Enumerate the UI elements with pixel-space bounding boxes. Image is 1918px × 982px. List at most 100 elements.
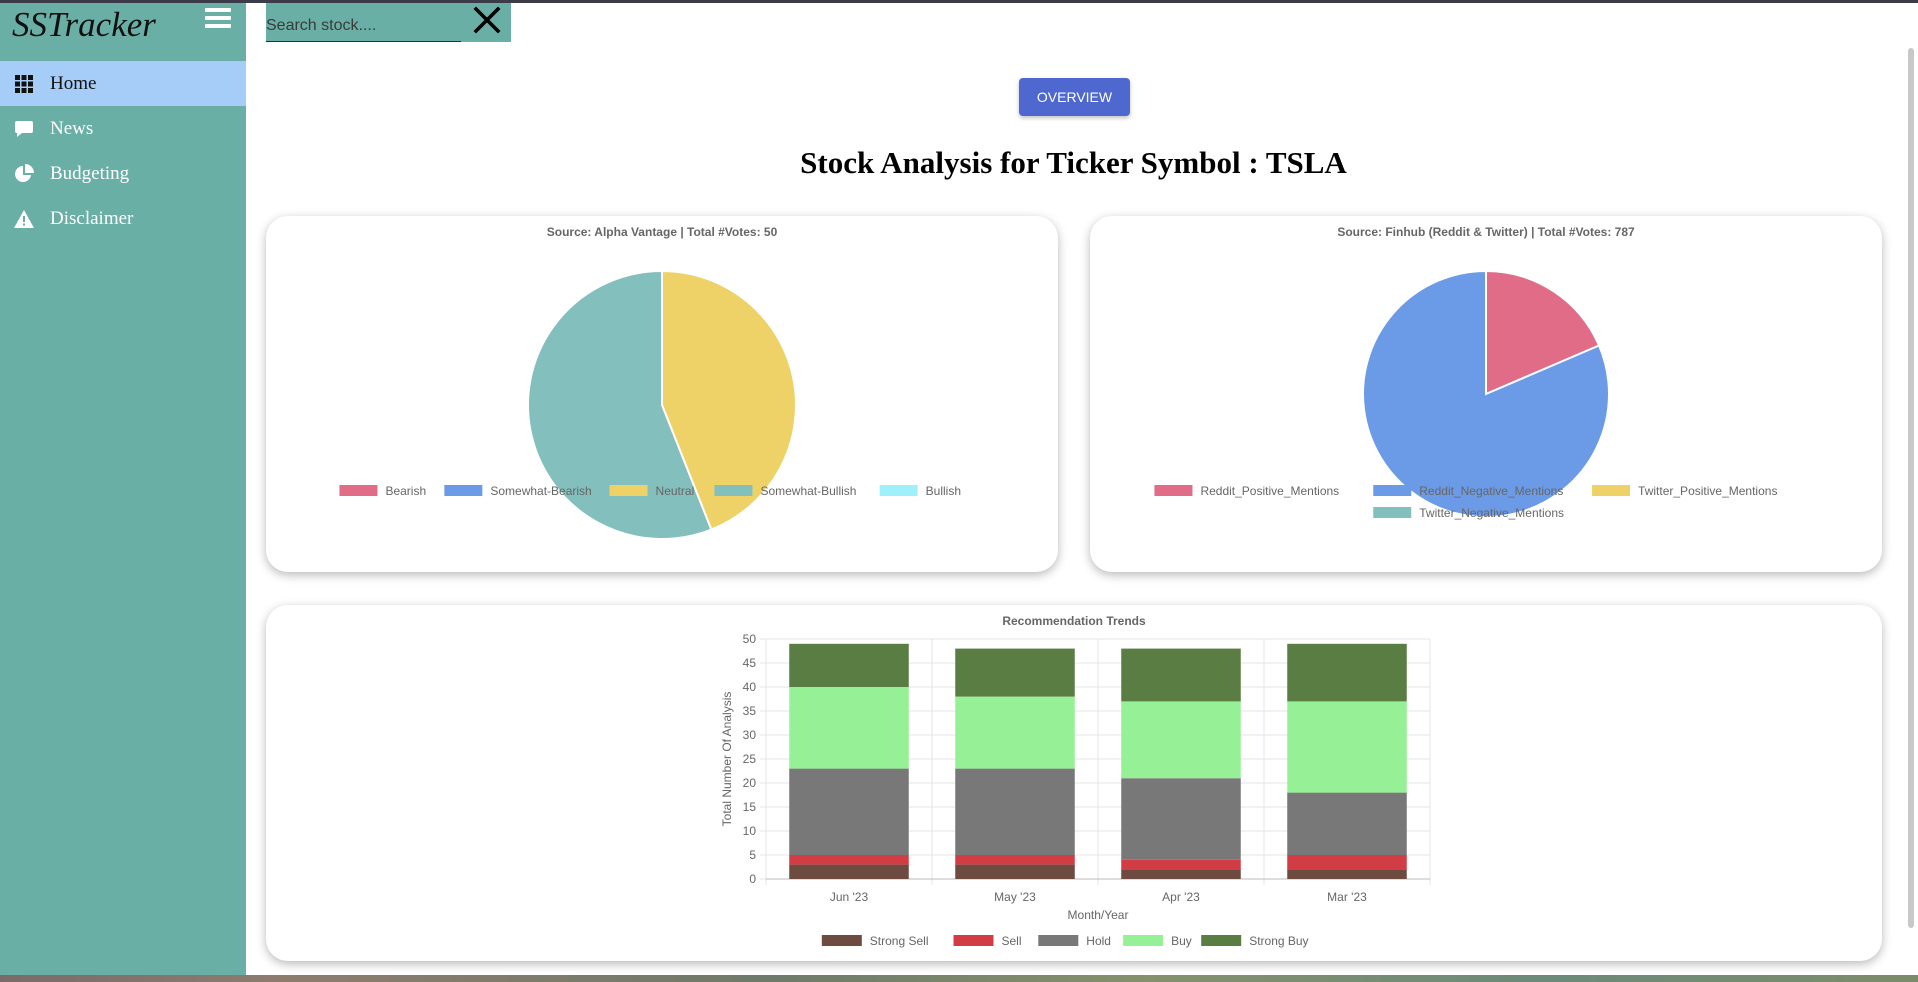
grid-icon bbox=[14, 74, 34, 94]
legend-swatch bbox=[1201, 935, 1242, 946]
sidebar-nav: Home News Budgeting Disclaimer bbox=[0, 61, 246, 241]
y-tick-label: 45 bbox=[743, 656, 757, 670]
bar-segment-sell bbox=[955, 855, 1075, 865]
pie-slice-reddit_positive_mentions bbox=[1485, 269, 1601, 396]
chart-title: Source: Alpha Vantage | Total #Votes: 50 bbox=[547, 225, 778, 239]
bar-segment-sell bbox=[1287, 855, 1407, 870]
pie-slice-reddit_negative_mentions bbox=[1362, 269, 1610, 518]
taskbar-strip bbox=[0, 975, 1918, 982]
bar-segment-hold bbox=[955, 768, 1075, 855]
y-tick-label: 0 bbox=[749, 872, 756, 886]
legend-label: Somewhat-Bearish bbox=[490, 484, 591, 498]
legend-label: Buy bbox=[1171, 934, 1192, 948]
legend-swatch bbox=[821, 935, 862, 946]
sidebar-item-disclaimer[interactable]: Disclaimer bbox=[0, 196, 246, 241]
y-axis-title: Total Number Of Analysis bbox=[720, 692, 734, 827]
legend-label: Sell bbox=[1002, 934, 1022, 948]
legend-swatch bbox=[1592, 485, 1631, 496]
brand-logo[interactable]: SSTracker bbox=[12, 5, 156, 44]
page-title: Stock Analysis for Ticker Symbol : TSLA bbox=[800, 145, 1347, 180]
legend-label: Somewhat-Bullish bbox=[760, 484, 856, 498]
y-tick-label: 50 bbox=[743, 632, 757, 646]
page-scrollbar[interactable] bbox=[1904, 3, 1918, 975]
sidebar-item-label: Home bbox=[50, 72, 97, 94]
sidebar-item-news[interactable]: News bbox=[0, 106, 246, 151]
bar-segment-strong-sell bbox=[789, 864, 909, 879]
y-tick-label: 40 bbox=[743, 680, 757, 694]
hamburger-menu-icon[interactable] bbox=[205, 8, 231, 32]
x-tick-label: Mar '23 bbox=[1327, 890, 1367, 904]
legend-swatch bbox=[1373, 485, 1412, 496]
sidebar-item-budgeting[interactable]: Budgeting bbox=[0, 151, 246, 196]
bar-segment-strong-buy bbox=[789, 643, 909, 687]
recommendation-trends-card: Recommendation Trends 0 5 10 15 20 25 30 35 40 45 5… bbox=[266, 605, 1882, 961]
search-bar bbox=[266, 3, 511, 42]
bar-segment-strong-sell bbox=[1287, 869, 1407, 879]
y-tick-label: 25 bbox=[743, 752, 757, 766]
pie-chart-icon bbox=[14, 163, 34, 184]
chat-bubble-icon bbox=[14, 119, 34, 139]
legend-label: Bullish bbox=[926, 484, 961, 498]
search-input[interactable] bbox=[266, 11, 461, 42]
x-axis-title: Month/Year bbox=[1068, 908, 1129, 922]
sidebar-item-home[interactable]: Home bbox=[0, 61, 246, 106]
sidebar-item-label: News bbox=[50, 117, 94, 139]
legend-swatch bbox=[1373, 507, 1412, 518]
chart-title: Source: Finhub (Reddit & Twitter) | Tota… bbox=[1337, 225, 1635, 239]
bar-segment-sell bbox=[789, 855, 909, 865]
legend-label: Reddit_Positive_Mentions bbox=[1200, 484, 1339, 498]
finhub-pie-chart: Source: Finhub (Reddit & Twitter) | Tota… bbox=[1154, 225, 1777, 520]
legend-swatch bbox=[339, 485, 378, 496]
sidebar: SSTracker Home News Budgeting Disclaimer bbox=[0, 3, 246, 975]
overview-button[interactable]: OVERVIEW bbox=[1019, 78, 1130, 116]
sidebar-item-label: Budgeting bbox=[50, 162, 130, 184]
legend-swatch bbox=[1154, 485, 1193, 496]
recommendation-trends-chart: Recommendation Trends 0 5 10 15 20 25 30 35 40 45 5… bbox=[720, 614, 1431, 948]
legend-label: Strong Sell bbox=[870, 934, 929, 948]
legend-swatch bbox=[1123, 935, 1164, 946]
y-tick-label: 15 bbox=[743, 800, 757, 814]
alpha-vantage-pie-chart: Source: Alpha Vantage | Total #Votes: 50… bbox=[339, 225, 961, 540]
bar-segment-buy bbox=[1287, 701, 1407, 793]
legend-swatch bbox=[1038, 935, 1079, 946]
legend-swatch bbox=[609, 485, 648, 496]
x-tick-label: May '23 bbox=[994, 890, 1036, 904]
bar-segment-buy bbox=[1121, 701, 1241, 779]
legend-swatch bbox=[879, 485, 918, 496]
scrollbar-thumb[interactable] bbox=[1908, 48, 1914, 928]
pie-slice-somewhat-bullish bbox=[527, 269, 713, 540]
pie-slice-neutral bbox=[661, 269, 797, 531]
bar-segment-strong-sell bbox=[955, 864, 1075, 879]
legend-swatch bbox=[444, 485, 483, 496]
legend-swatch bbox=[953, 935, 994, 946]
bar-segment-hold bbox=[789, 768, 909, 855]
bar-segment-strong-sell bbox=[1121, 869, 1241, 879]
window-top-border bbox=[0, 0, 1918, 3]
alpha-vantage-chart-card: Source: Alpha Vantage | Total #Votes: 50… bbox=[266, 216, 1058, 572]
legend-label: Twitter_Negative_Mentions bbox=[1419, 506, 1564, 520]
y-tick-label: 30 bbox=[743, 728, 757, 742]
bar-segment-strong-buy bbox=[955, 648, 1075, 697]
legend-label: Hold bbox=[1086, 934, 1111, 948]
legend-label: Bearish bbox=[385, 484, 426, 498]
y-tick-label: 10 bbox=[743, 824, 757, 838]
legend-label: Reddit_Negative_Mentions bbox=[1419, 484, 1563, 498]
bar-segment-buy bbox=[789, 687, 909, 769]
y-tick-label: 20 bbox=[743, 776, 757, 790]
legend-label: Neutral bbox=[656, 484, 695, 498]
legend-swatch bbox=[714, 485, 753, 496]
bar-segment-hold bbox=[1121, 778, 1241, 860]
close-icon[interactable] bbox=[468, 3, 506, 41]
bar-segment-hold bbox=[1287, 792, 1407, 855]
bar-segment-strong-buy bbox=[1121, 648, 1241, 702]
y-tick-label: 5 bbox=[749, 848, 756, 862]
bar-segment-strong-buy bbox=[1287, 643, 1407, 702]
sidebar-item-label: Disclaimer bbox=[50, 207, 134, 229]
x-tick-label: Apr '23 bbox=[1162, 890, 1200, 904]
chart-title: Recommendation Trends bbox=[1002, 614, 1146, 628]
legend-label: Strong Buy bbox=[1249, 934, 1308, 948]
x-tick-label: Jun '23 bbox=[830, 890, 869, 904]
y-tick-label: 35 bbox=[743, 704, 757, 718]
legend-label: Twitter_Positive_Mentions bbox=[1638, 484, 1777, 498]
bar-segment-sell bbox=[1121, 859, 1241, 870]
